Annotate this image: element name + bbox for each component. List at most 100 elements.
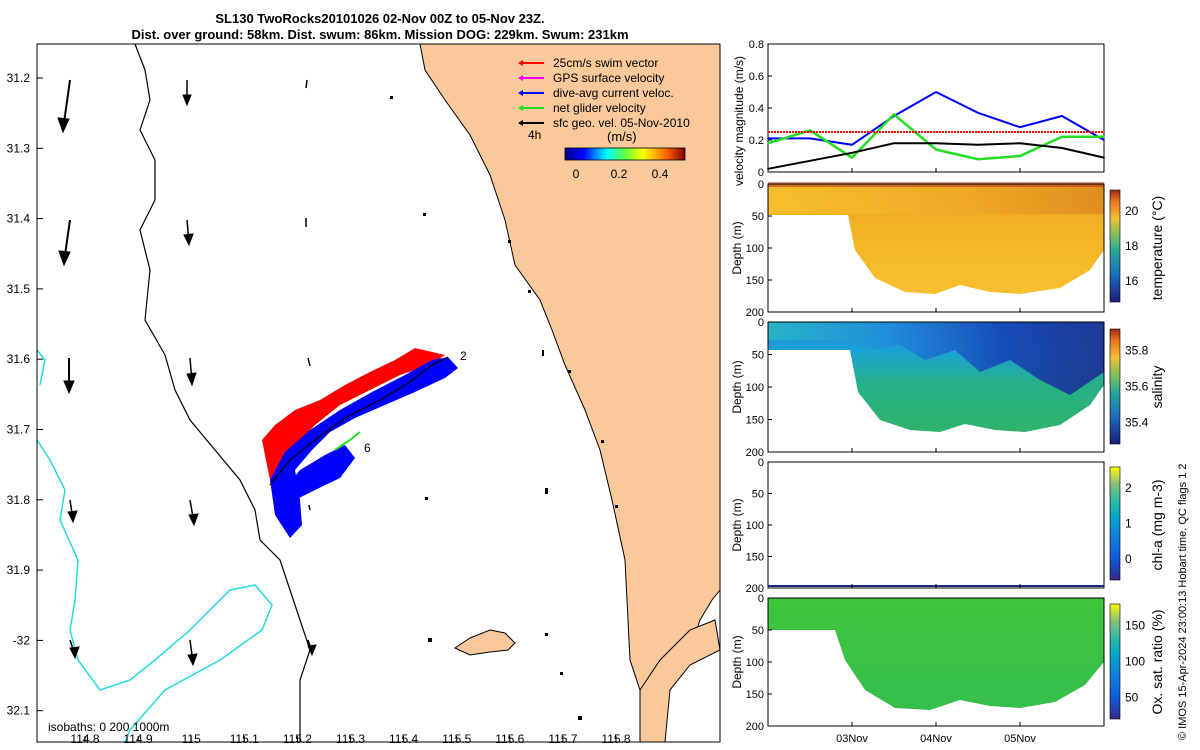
- velocity-point-1-1: [809, 129, 811, 132]
- lat-tick-label-5: 31.7: [7, 423, 31, 437]
- velocity-point-0-0: [767, 137, 769, 140]
- map-frame: [36, 43, 721, 743]
- oxygen-colorbar: [1109, 603, 1121, 720]
- vel-ytick-label-3: 0.6: [749, 71, 764, 83]
- swim-vector-swath: [262, 348, 445, 480]
- lat-tick-label-7: 31.9: [7, 563, 31, 577]
- section-3-ylabel: Depth (m): [730, 635, 744, 688]
- lat-tick-label-2: 31.4: [7, 212, 31, 226]
- section-3-cbar-tick-0: 150: [1125, 619, 1145, 633]
- velocity-point-3-2: [851, 152, 853, 154]
- section-0-cbar-tick-1: 18: [1125, 239, 1139, 253]
- net-velocity-track: [334, 431, 361, 451]
- colorbar-unit: (m/s): [607, 129, 637, 144]
- section-2-cbar-label: chl-a (mg m-3): [1149, 479, 1165, 570]
- velocity-point-0-4: [935, 91, 937, 93]
- lon-tick-label-1: 114.9: [124, 732, 153, 746]
- lon-tick-label-6: 115.4: [389, 732, 418, 746]
- section-1-ytick-label-1: 50: [752, 350, 764, 362]
- oxygen-panel: [767, 597, 1121, 727]
- legend-label-0: 25cm/s swim vector: [553, 56, 658, 70]
- velocity-point-3-3: [893, 142, 895, 144]
- vel-ytick-label-2: 0.4: [749, 103, 764, 115]
- isobath-1000: [37, 349, 273, 742]
- section-0-ytick-label-4: 200: [746, 307, 764, 319]
- lon-tick-label-8: 115.6: [495, 732, 524, 746]
- section-2-ytick-label-4: 200: [746, 583, 764, 595]
- velocity-point-1-7: [1061, 136, 1063, 138]
- section-3-ytick-label-2: 100: [746, 657, 764, 669]
- coastal-rocks: [390, 96, 618, 720]
- velocity-point-3-1: [809, 160, 811, 162]
- velocity-point-1-6: [1019, 155, 1021, 157]
- speed-colorbar: [564, 147, 686, 161]
- velocity-point-2-6: [1019, 131, 1021, 133]
- legend-label-3: net glider velocity: [553, 101, 646, 115]
- section-3-ytick-label-3: 150: [746, 689, 764, 701]
- glider-track: [262, 348, 458, 538]
- velocity-ylabel: velocity magnitude (m/s): [732, 56, 746, 186]
- section-1-cbar-label: salinity: [1149, 366, 1165, 409]
- vel-ytick-label-4: 0.8: [749, 39, 764, 51]
- lat-tick-label-8: -32: [13, 633, 31, 647]
- section-2-cbar-tick-1: 1: [1125, 517, 1132, 531]
- velocity-point-1-3: [893, 113, 895, 116]
- lon-tick-label-2: 115: [182, 732, 201, 746]
- lon-tick-label-9: 115.7: [548, 732, 577, 746]
- isobath-legend: isobaths: 0 200 1000m: [48, 720, 169, 734]
- lon-tick-label-3: 115.1: [230, 732, 259, 746]
- colorbar-tick-0: 0: [573, 167, 580, 181]
- section-0-ytick-label-1: 50: [752, 211, 764, 223]
- section-3-ytick-label-1: 50: [752, 625, 764, 637]
- velocity-point-0-8: [1103, 139, 1105, 141]
- section-3-cbar-tick-1: 100: [1125, 655, 1145, 669]
- estuary: [639, 619, 720, 742]
- chlorophyll-axes: [767, 461, 1105, 589]
- section-0-ytick-label-2: 100: [746, 243, 764, 255]
- section-1-cbar-tick-2: 35.4: [1125, 415, 1149, 429]
- velocity-point-0-5: [977, 112, 979, 114]
- section-1-ytick-label-4: 200: [746, 447, 764, 459]
- lon-tick-label-10: 115.8: [601, 732, 630, 746]
- section-3-ytick-label-4: 200: [746, 721, 764, 733]
- section-2-ytick-label-3: 150: [746, 552, 764, 564]
- section-0-ytick-label-3: 150: [746, 275, 764, 287]
- velocity-point-2-2: [851, 131, 853, 133]
- velocity-point-0-1: [809, 137, 811, 140]
- oxygen-field: [768, 598, 1104, 710]
- legend-arrowhead-1: [518, 75, 523, 81]
- section-2-ytick-label-0: 0: [758, 457, 764, 469]
- section-2-ytick-label-2: 100: [746, 520, 764, 532]
- time-scale-label: 4h: [528, 128, 541, 142]
- plot-title: SL130 TwoRocks20101026 02-Nov 00Z to 05-…: [215, 11, 545, 26]
- temperature-colorbar: [1109, 189, 1121, 303]
- velocity-panel: 0 0.2 0.4 0.6 0.8 velocity magnitude (m/s): [732, 39, 1105, 186]
- lon-tick-label-4: 115.2: [283, 732, 312, 746]
- velocity-point-1-2: [851, 156, 853, 159]
- land-area: [419, 44, 720, 691]
- velocity-point-3-7: [1061, 147, 1063, 149]
- copyright-stamp: © IMOS 15-Apr-2024 23:00:13 Hobart time.…: [1177, 463, 1189, 740]
- current-swath: [270, 357, 458, 538]
- section-2-cbar-tick-2: 0: [1125, 552, 1132, 566]
- track-label-end: 6: [364, 441, 371, 455]
- velocity-point-2-5: [977, 131, 979, 133]
- section-0-ytick-label-0: 0: [758, 179, 764, 191]
- section-1-ytick-label-0: 0: [758, 317, 764, 329]
- section-1-ytick-label-2: 100: [746, 382, 764, 394]
- section-1-ytick-label-3: 150: [746, 415, 764, 427]
- colorbar-tick-1: 0.2: [611, 167, 628, 181]
- time-tick-label-1: 04Nov: [920, 733, 952, 745]
- velocity-point-3-5: [977, 144, 979, 146]
- velocity-point-2-8: [1103, 131, 1105, 133]
- velocity-point-0-2: [851, 144, 853, 146]
- isobath-200: [134, 44, 311, 742]
- chlorophyll-colorbar: [1109, 466, 1121, 581]
- velocity-point-0-7: [1061, 115, 1063, 117]
- sfc-geo-track: [269, 356, 449, 486]
- track-label-start: 2: [460, 349, 467, 363]
